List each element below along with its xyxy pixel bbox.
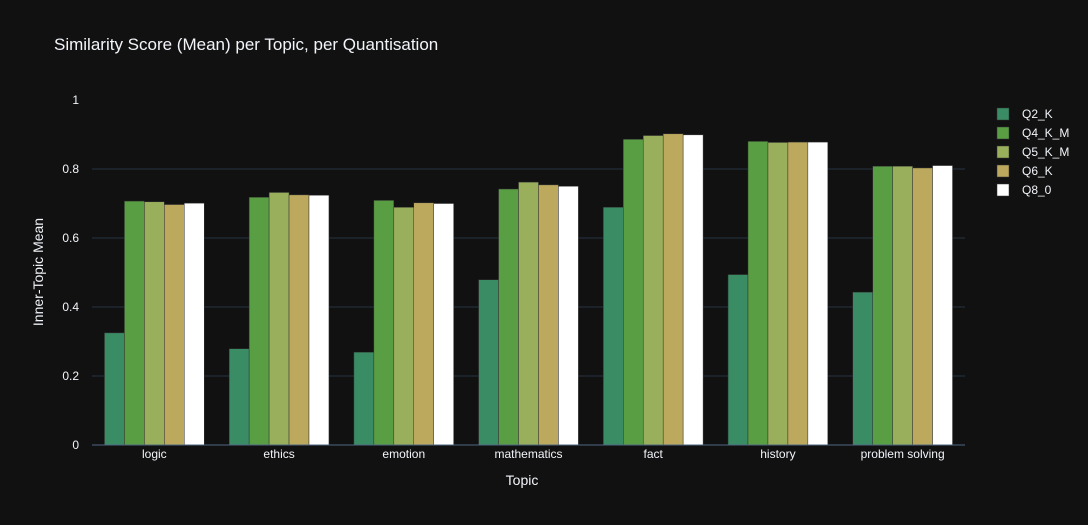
- legend-label: Q8_0: [1022, 183, 1052, 197]
- bar-Q2_K-emotion[interactable]: [353, 351, 375, 446]
- y-axis-title: Inner-Topic Mean: [30, 218, 46, 326]
- bar-Q4_K_M-mathematics[interactable]: [498, 188, 519, 446]
- y-tick-label: 1: [72, 93, 79, 107]
- bar-Q4_K_M-problem-solving[interactable]: [872, 165, 893, 446]
- y-tick-label: 0.2: [62, 369, 79, 383]
- bar-Q8_0-ethics[interactable]: [308, 194, 330, 446]
- x-tick-label: problem solving: [861, 447, 945, 461]
- x-tick-label: history: [760, 447, 795, 461]
- bar-Q4_K_M-ethics[interactable]: [248, 197, 270, 446]
- bar-Q5_K_M-problem-solving[interactable]: [892, 165, 913, 446]
- legend-item-Q5_K_M[interactable]: Q5_K_M: [996, 145, 1069, 159]
- bars: [104, 133, 953, 446]
- legend-item-Q6_K[interactable]: Q6_K: [996, 164, 1053, 178]
- legend[interactable]: Q2_K Q4_K_M Q5_K_M Q6_K Q8_0: [996, 107, 1069, 197]
- y-axis-ticks: 0 0.2 0.4 0.6 0.8 1: [62, 93, 79, 452]
- chart-title: Similarity Score (Mean) per Topic, per Q…: [54, 35, 438, 54]
- bar-Q6_K-problem-solving[interactable]: [912, 167, 933, 446]
- legend-item-Q8_0[interactable]: Q8_0: [996, 183, 1052, 197]
- bar-Q6_K-emotion[interactable]: [413, 202, 434, 446]
- legend-swatch: [996, 126, 1010, 140]
- bar-Q8_0-mathematics[interactable]: [558, 186, 579, 446]
- legend-swatch: [996, 183, 1010, 197]
- bar-Q4_K_M-history[interactable]: [747, 141, 769, 446]
- x-tick-label: fact: [644, 447, 664, 461]
- bar-Q2_K-problem-solving[interactable]: [852, 291, 873, 446]
- y-tick-label: 0.4: [62, 300, 79, 314]
- legend-label: Q2_K: [1022, 107, 1053, 121]
- bar-Q5_K_M-mathematics[interactable]: [518, 181, 539, 446]
- bar-Q6_K-history[interactable]: [787, 141, 809, 446]
- legend-label: Q6_K: [1022, 164, 1053, 178]
- legend-swatch: [996, 145, 1010, 159]
- bar-Q4_K_M-emotion[interactable]: [373, 200, 395, 446]
- bar-Q2_K-ethics[interactable]: [228, 348, 250, 446]
- bar-Q5_K_M-logic[interactable]: [144, 201, 165, 446]
- bar-Q8_0-history[interactable]: [807, 141, 829, 446]
- bar-Q2_K-fact[interactable]: [603, 207, 624, 446]
- x-axis-ticks: logic ethics emotion mathematics fact history…: [142, 447, 945, 461]
- x-tick-label: emotion: [382, 447, 425, 461]
- bar-Q6_K-mathematics[interactable]: [538, 184, 559, 446]
- bar-Q2_K-history[interactable]: [727, 274, 749, 446]
- bar-Q8_0-fact[interactable]: [682, 134, 704, 446]
- bar-Q2_K-mathematics[interactable]: [478, 279, 499, 446]
- bar-Q2_K-logic[interactable]: [104, 332, 125, 446]
- bar-Q5_K_M-emotion[interactable]: [393, 207, 415, 446]
- bar-Q6_K-logic[interactable]: [164, 204, 185, 446]
- bar-Q6_K-ethics[interactable]: [288, 194, 310, 446]
- bar-Q5_K_M-ethics[interactable]: [268, 192, 290, 446]
- bar-Q5_K_M-fact[interactable]: [642, 135, 664, 446]
- bar-Q4_K_M-logic[interactable]: [124, 200, 145, 446]
- y-tick-label: 0.6: [62, 231, 79, 245]
- y-tick-label: 0.8: [62, 162, 79, 176]
- legend-swatch: [996, 164, 1010, 178]
- bar-Q6_K-fact[interactable]: [662, 133, 684, 446]
- x-tick-label: logic: [142, 447, 167, 461]
- x-tick-label: mathematics: [494, 447, 562, 461]
- bar-Q8_0-problem-solving[interactable]: [932, 165, 953, 446]
- legend-label: Q4_K_M: [1022, 126, 1069, 140]
- legend-swatch: [996, 107, 1010, 121]
- bar-Q8_0-emotion[interactable]: [433, 203, 454, 446]
- legend-label: Q5_K_M: [1022, 145, 1069, 159]
- x-tick-label: ethics: [263, 447, 294, 461]
- bar-Q5_K_M-history[interactable]: [767, 142, 789, 446]
- bar-Q4_K_M-fact[interactable]: [623, 139, 644, 446]
- x-axis-title: Topic: [506, 472, 539, 488]
- legend-item-Q2_K[interactable]: Q2_K: [996, 107, 1053, 121]
- legend-item-Q4_K_M[interactable]: Q4_K_M: [996, 126, 1069, 140]
- y-tick-label: 0: [72, 438, 79, 452]
- bar-Q8_0-logic[interactable]: [184, 202, 205, 446]
